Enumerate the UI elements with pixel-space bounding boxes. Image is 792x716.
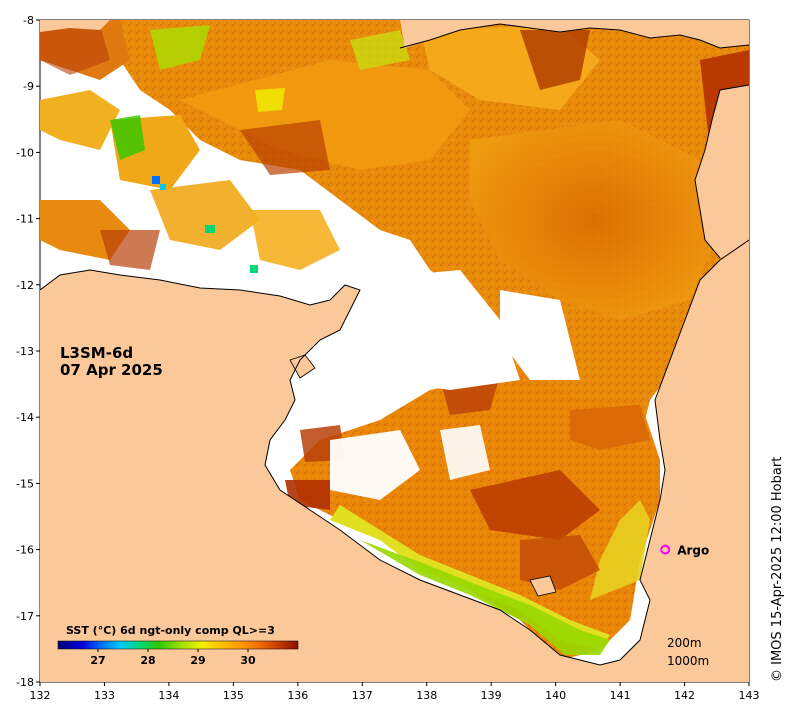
colorbar-tick-label: 29 — [190, 654, 205, 667]
map-plot-area — [40, 20, 749, 682]
legend-title: SST (°C) 6d ngt-only comp QL>=3 — [66, 624, 275, 637]
colorbar-tick-label: 30 — [240, 654, 256, 667]
lon-tick-label: 143 — [739, 689, 760, 702]
lon-tick-label: 140 — [545, 689, 566, 702]
contour-200m-label: 200m — [667, 636, 702, 650]
lon-tick-label: 135 — [223, 689, 244, 702]
lat-tick-label: -11 — [16, 213, 34, 226]
contour-1000m-label: 1000m — [667, 654, 709, 668]
lon-tick-label: 138 — [416, 689, 437, 702]
axis-ticks: 132 133 134 135 136 137 138 139 140 141 142 143 -8 -9… — [16, 14, 759, 702]
lat-tick-label: -14 — [16, 411, 34, 424]
colorbar-ticks: 27 28 29 30 — [90, 649, 256, 667]
lat-tick-label: -16 — [16, 544, 34, 557]
lon-tick-label: 132 — [30, 689, 51, 702]
lat-tick-label: -15 — [16, 477, 34, 490]
lat-tick-label: -10 — [16, 146, 34, 159]
lat-tick-label: -12 — [16, 279, 34, 292]
lon-tick-label: 134 — [158, 689, 179, 702]
land-queensland — [695, 85, 749, 258]
colorbar-tick-label: 28 — [140, 654, 155, 667]
coastline-cape-york — [694, 84, 749, 259]
sst-colorbar — [57, 640, 299, 650]
coastline-new-guinea — [399, 23, 749, 49]
coastline-nt — [40, 239, 749, 666]
colorbar-tick-label: 27 — [90, 654, 105, 667]
lon-tick-label: 133 — [94, 689, 115, 702]
argo-label: Argo — [677, 544, 709, 558]
lat-tick-label: -18 — [16, 676, 34, 689]
land-northern-territory — [40, 240, 749, 682]
argo-marker[interactable] — [660, 544, 671, 555]
lat-tick-label: -13 — [16, 345, 34, 358]
product-label-line1: L3SM-6d — [60, 344, 133, 362]
land-new-guinea — [400, 20, 749, 48]
lon-tick-label: 139 — [481, 689, 502, 702]
lon-tick-label: 137 — [352, 689, 373, 702]
lat-tick-label: -17 — [16, 610, 34, 623]
lon-tick-label: 141 — [610, 689, 631, 702]
lon-tick-label: 136 — [287, 689, 308, 702]
sst-field-warm-core — [470, 120, 720, 320]
credit-text: © IMOS 15-Apr-2025 12:00 Hobart — [770, 457, 785, 682]
lat-tick-label: -8 — [23, 14, 34, 27]
lat-tick-label: -9 — [23, 80, 34, 93]
product-label-line2: 07 Apr 2025 — [60, 361, 163, 379]
lon-tick-label: 142 — [674, 689, 695, 702]
